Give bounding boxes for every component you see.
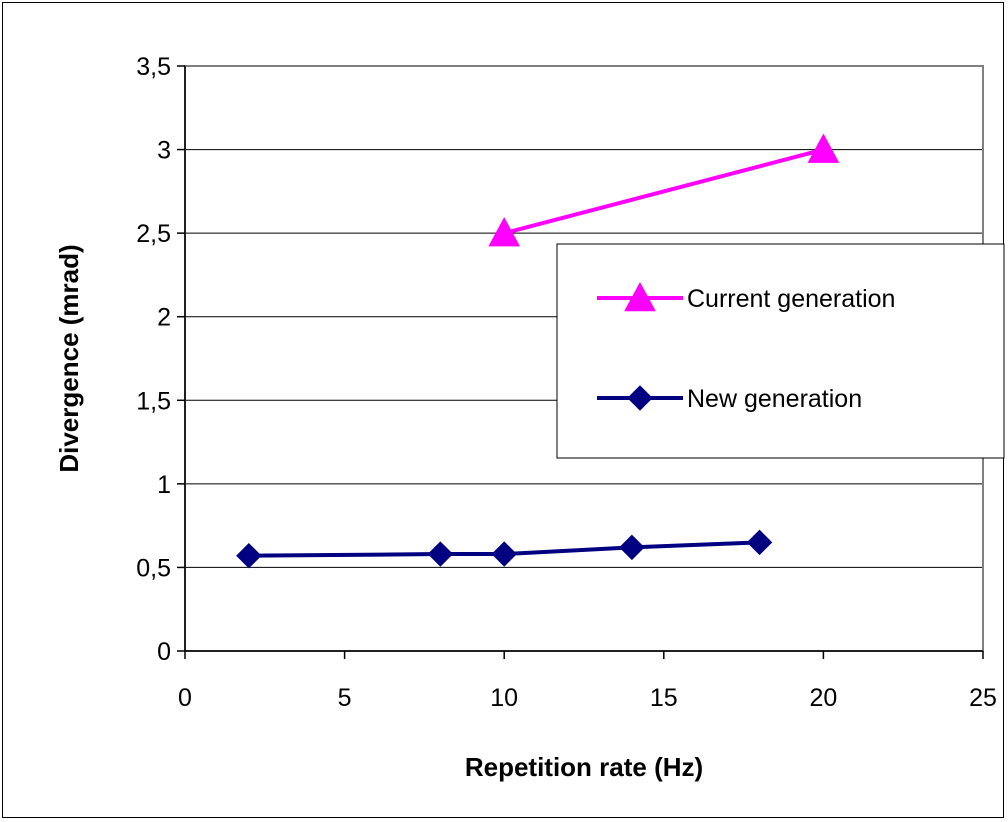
y-axis-title: Divergence (mrad): [54, 244, 84, 472]
data-point: [807, 133, 840, 163]
legend-item: New generation: [597, 385, 862, 413]
x-tick-label: 0: [178, 684, 192, 712]
x-axis-title: Repetition rate (Hz): [465, 752, 703, 782]
x-tick-label: 5: [338, 684, 352, 712]
y-tick-label: 3,5: [136, 53, 171, 81]
series-line: [503, 147, 824, 236]
x-tick-label: 25: [969, 684, 997, 712]
legend: Current generation New generation: [556, 243, 1005, 459]
y-tick-label: 3: [157, 137, 171, 165]
data-point: [746, 529, 773, 556]
axes-layer: 0 0,5 1 1,5 2 2,5 3 3,5 0 5 10 15 20 25: [136, 53, 997, 712]
x-tick-label: 15: [650, 684, 678, 712]
legend-items: Current generation New generation: [597, 281, 895, 413]
legend-item: Current generation: [597, 281, 895, 313]
legend-label: New generation: [687, 385, 862, 413]
y-tick-label: 0,5: [136, 554, 171, 582]
legend-box: [556, 243, 1005, 459]
x-tick-label: 20: [809, 684, 837, 712]
data-point: [488, 217, 521, 247]
y-tick-label: 1,5: [136, 387, 171, 415]
y-tick-label: 1: [157, 471, 171, 499]
legend-marker: [624, 281, 656, 312]
data-point: [236, 543, 262, 569]
legend-marker: [627, 385, 653, 411]
series-layer: [236, 133, 840, 569]
x-tick-label: 10: [490, 684, 518, 712]
y-tick-label: 2,5: [136, 220, 171, 248]
data-point: [427, 541, 454, 567]
series-group: [488, 133, 840, 247]
y-tick-label: 0: [157, 638, 171, 666]
legend-label: Current generation: [687, 285, 895, 313]
series-group: [236, 529, 773, 569]
data-point: [491, 541, 517, 567]
data-point: [619, 534, 645, 561]
y-tick-label: 2: [157, 304, 171, 332]
